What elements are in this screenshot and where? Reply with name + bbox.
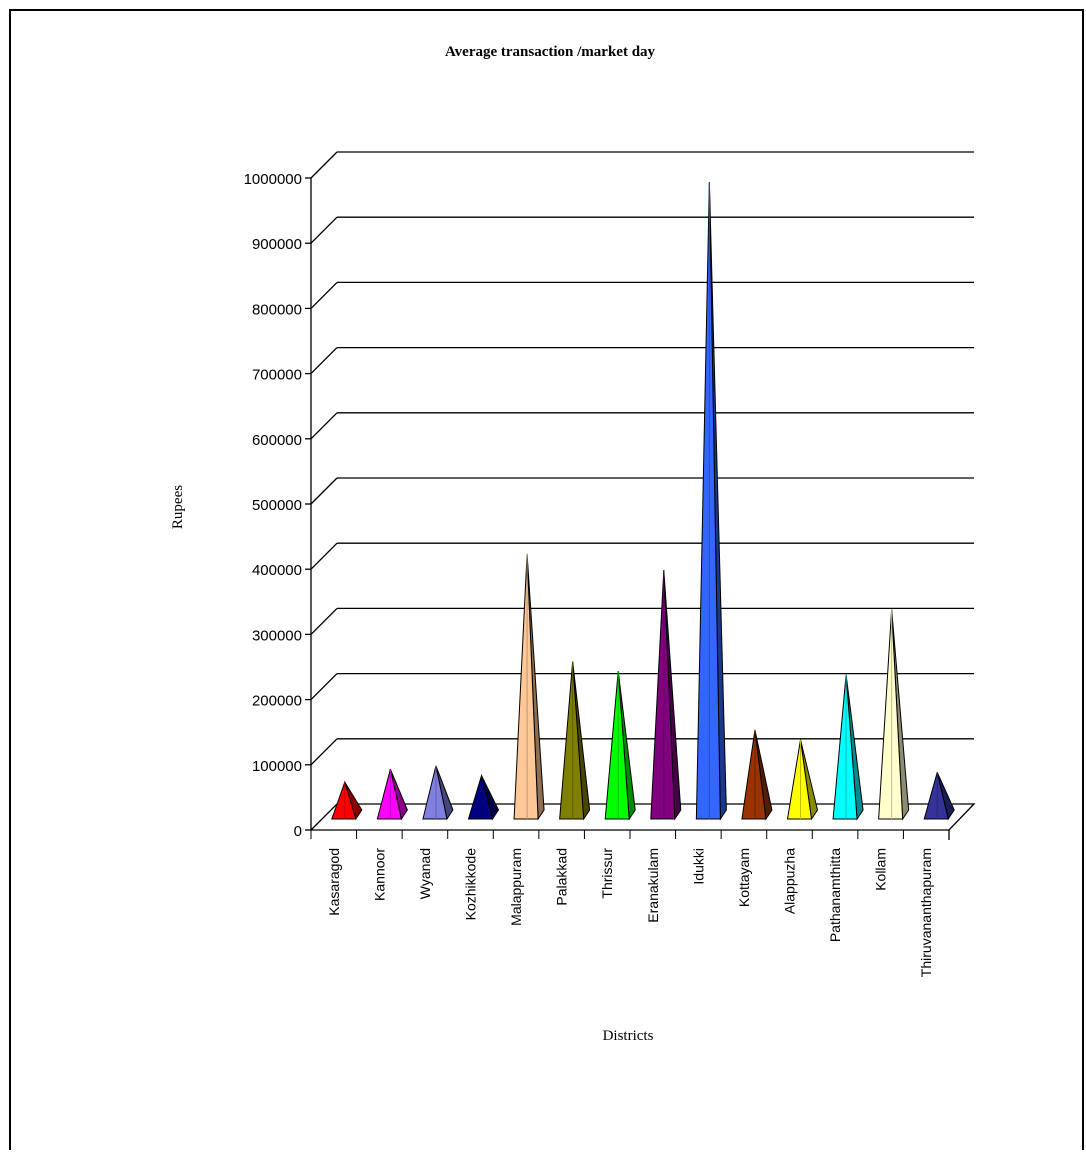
gridline-diagonal (310, 216, 338, 244)
y-tick-label: 1000000 (244, 171, 302, 188)
x-tick-label: Malappuram (508, 848, 524, 926)
y-tick-label: 800000 (252, 301, 302, 318)
chart-area: 0 100000 200000 300000 400000 500000 600000 700… (9, 9, 1084, 1150)
pyramid-front-face (832, 674, 858, 820)
pyramid-bar-kannoor (376, 768, 408, 821)
gridline-diagonal (310, 412, 338, 440)
pyramid-bar-alappuzha (786, 739, 819, 821)
pyramid-bar-eranakulam (650, 570, 682, 821)
y-tick-label: 900000 (252, 236, 302, 253)
gridline-diagonal (310, 607, 338, 635)
pyramid-front-face (741, 729, 767, 820)
pyramid-front-face (376, 768, 402, 820)
pyramid-front-face (559, 661, 585, 820)
y-tick-label: 100000 (252, 758, 302, 775)
y-tick-label: 300000 (252, 627, 302, 644)
x-tick-label: Thrissur (599, 848, 615, 899)
pyramid-bar-malappuram (513, 553, 545, 821)
gridline-diagonal (310, 738, 338, 766)
grid-layer (305, 151, 976, 840)
x-tick-label: Kozhikkode (463, 848, 479, 921)
x-axis-label: Districts (603, 1028, 654, 1044)
floor (310, 803, 976, 831)
x-tick-label: Thiruvananthapuram (918, 848, 934, 977)
pyramid-bar-idukki (695, 182, 727, 821)
y-tick-label: 200000 (252, 693, 302, 710)
x-tick-label: Kottayam (736, 848, 752, 907)
gridline-diagonal (310, 281, 338, 309)
pyramid-front-face (650, 570, 676, 820)
x-tick-label: Kannoor (371, 848, 387, 901)
pyramid-front-face (604, 671, 630, 820)
x-tick-label: Pathanamthitta (827, 848, 843, 942)
bars-layer (331, 182, 955, 821)
pyramid-front-face (695, 182, 721, 820)
pyramid-front-face (513, 553, 539, 820)
pyramid-bar-kozhikkode (467, 773, 500, 821)
pyramid-bar-pathanamthitta (832, 674, 864, 821)
gridline-diagonal (310, 477, 338, 505)
pyramid-front-face (467, 773, 494, 820)
pyramid-front-face (331, 780, 357, 820)
pyramid-bar-kasaragod (331, 780, 363, 821)
x-tick-label: Kasaragod (326, 848, 342, 916)
gridline-diagonal (310, 673, 338, 701)
y-tick-label: 0 (294, 823, 302, 840)
y-axis-label: Rupees (170, 485, 186, 529)
x-tick-label: Wyanad (417, 848, 433, 899)
y-tick-label: 600000 (252, 432, 302, 449)
pyramid-front-face (923, 772, 949, 820)
y-tick-label: 400000 (252, 562, 302, 579)
gridline-diagonal (310, 347, 338, 375)
chart-svg: 0 100000 200000 300000 400000 500000 600000 700… (170, 44, 976, 1044)
pyramid-bar-palakkad (559, 661, 591, 821)
y-tick-label: 500000 (252, 497, 302, 514)
pyramid-bar-kottayam (741, 729, 773, 821)
x-tick-label: Kollam (873, 848, 889, 891)
pyramid-front-face (422, 765, 448, 820)
pyramid-bar-thrissur (604, 671, 636, 821)
y-tick-label: 700000 (252, 367, 302, 384)
pyramid-bar-wyanad (422, 765, 454, 821)
gridline-diagonal (310, 542, 338, 570)
chart-title: Average transaction /market day (445, 44, 656, 60)
x-tick-label: Alappuzha (782, 848, 798, 914)
gridline-diagonal (310, 151, 338, 179)
pyramid-bar-kollam (878, 609, 910, 821)
pyramid-front-face (786, 739, 813, 820)
x-tick-label: Eranakulam (645, 848, 661, 923)
x-tick-label: Palakkad (554, 848, 570, 906)
pyramid-bar-thiruvananthapuram (923, 772, 955, 821)
x-tick-label: Idukki (690, 848, 706, 885)
pyramid-front-face (878, 609, 904, 820)
labels-layer: 0 100000 200000 300000 400000 500000 600000 700… (244, 171, 935, 977)
